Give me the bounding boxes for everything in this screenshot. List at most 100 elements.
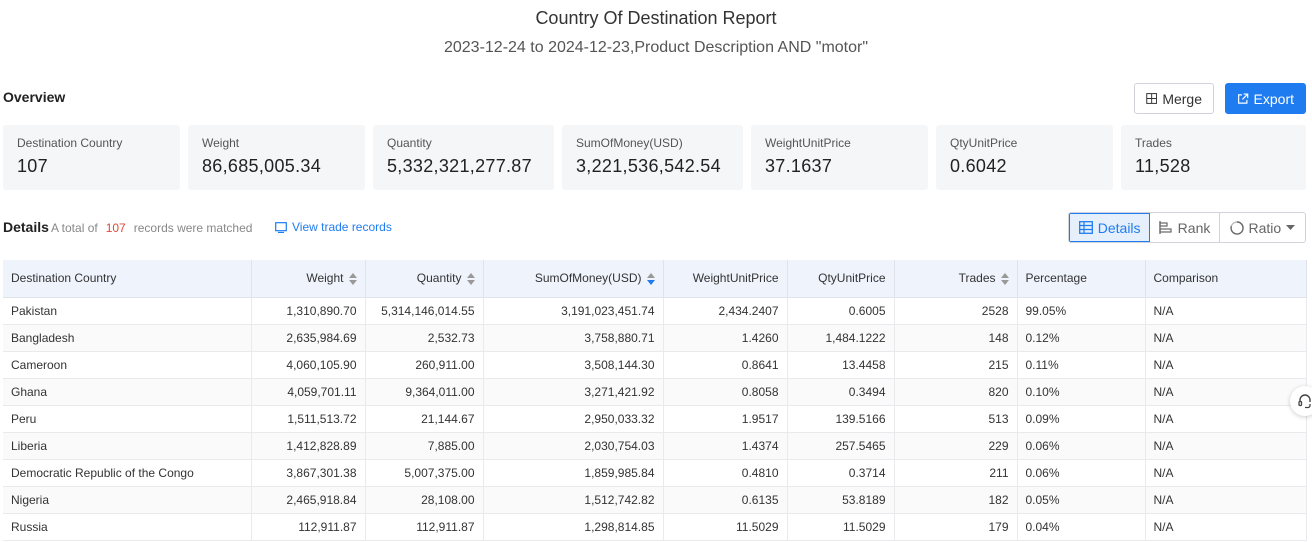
table-row[interactable]: Pakistan 1,310,890.70 5,314,146,014.55 3,19… [3, 297, 1307, 325]
table-icon [1078, 221, 1093, 234]
card-trades: Trades 11,528 [1121, 125, 1306, 190]
sort-icon[interactable] [348, 273, 357, 286]
cell-percentage: 0.06% [1017, 459, 1146, 487]
sort-icon[interactable] [1000, 273, 1009, 286]
card-quantity: Quantity 5,332,321,277.87 [373, 125, 554, 190]
tab-details[interactable]: Details [1069, 213, 1151, 242]
col-header-qty-unit-price: QtyUnitPrice [787, 260, 895, 298]
cell-qty-unit-price: 13.4458 [787, 351, 895, 379]
cell-comparison: N/A [1145, 324, 1307, 352]
col-header-weight[interactable]: Weight [251, 260, 366, 298]
cell-comparison: N/A [1145, 513, 1307, 541]
cell-money: 3,271,421.92 [483, 378, 664, 406]
export-button[interactable]: Export [1225, 83, 1306, 114]
cell-percentage: 0.12% [1017, 324, 1146, 352]
cell-trades: 182 [894, 486, 1018, 514]
cell-trades: 513 [894, 405, 1018, 433]
merge-icon [1146, 93, 1158, 104]
cell-comparison: N/A [1145, 297, 1307, 325]
report-title: Country Of Destination Report [535, 8, 777, 28]
table-row[interactable]: Russia 112,911.87 112,911.87 1,298,814.85 11… [3, 513, 1307, 541]
cell-money: 3,508,144.30 [483, 351, 664, 379]
table-row[interactable]: Ghana 4,059,701.11 9,364,011.00 3,271,421.9… [3, 378, 1307, 406]
table-row[interactable]: Liberia 1,412,828.89 7,885.00 2,030,754.03 1… [3, 432, 1307, 460]
cell-money: 3,758,880.71 [483, 324, 664, 352]
cell-country: Peru [3, 405, 252, 433]
header-label: Percentage [1025, 271, 1087, 286]
col-header-trades[interactable]: Trades [894, 260, 1018, 298]
view-switcher: Details Rank Ratio [1068, 212, 1306, 243]
sort-desc-icon[interactable] [646, 273, 655, 286]
cell-quantity: 28,108.00 [365, 486, 484, 514]
header-label: SumOfMoney(USD) [534, 271, 642, 286]
header-label: Trades [958, 271, 996, 286]
cell-qty-unit-price: 53.8189 [787, 486, 895, 514]
cell-weight: 1,412,828.89 [251, 432, 366, 460]
col-header-percentage: Percentage [1017, 260, 1146, 298]
col-header-money[interactable]: SumOfMoney(USD) [483, 260, 664, 298]
view-trade-records-link[interactable]: View trade records [275, 220, 392, 234]
card-label: Destination Country [17, 136, 123, 150]
tab-rank[interactable]: Rank [1150, 213, 1220, 242]
records-icon [275, 221, 287, 233]
card-value: 0.6042 [950, 156, 1007, 176]
cell-qty-unit-price: 257.5465 [787, 432, 895, 460]
cell-country: Nigeria [3, 486, 252, 514]
destination-table: Destination Country Weight Quantity SumO… [3, 260, 1307, 541]
card-sum-of-money: SumOfMoney(USD) 3,221,536,542.54 [562, 125, 743, 190]
records-summary: A total of 107 records were matched [51, 221, 252, 235]
overview-cards: Destination Country 107 Weight 86,685,00… [3, 125, 1306, 190]
card-qty-unit-price: QtyUnitPrice 0.6042 [936, 125, 1113, 190]
table-row[interactable]: Cameroon 4,060,105.90 260,911.00 3,508,144.… [3, 351, 1307, 379]
cell-quantity: 21,144.67 [365, 405, 484, 433]
export-label: Export [1253, 90, 1294, 107]
report-subtitle: 2023-12-24 to 2024-12-23,Product Descrip… [443, 39, 869, 56]
view-link-label: View trade records [292, 220, 392, 234]
cell-qty-unit-price: 0.3494 [787, 378, 895, 406]
cell-country: Democratic Republic of the Congo [3, 459, 252, 487]
tab-details-label: Details [1097, 219, 1141, 236]
cell-trades: 820 [894, 378, 1018, 406]
cell-quantity: 2,532.73 [365, 324, 484, 352]
cell-weight: 3,867,301.38 [251, 459, 366, 487]
cell-comparison: N/A [1145, 405, 1307, 433]
table-row[interactable]: Democratic Republic of the Congo 3,867,30… [3, 459, 1307, 487]
table-header-row: Destination Country Weight Quantity SumO… [3, 260, 1307, 298]
cell-trades: 215 [894, 351, 1018, 379]
cell-percentage: 0.05% [1017, 486, 1146, 514]
sort-icon[interactable] [466, 273, 475, 286]
card-label: SumOfMoney(USD) [576, 136, 683, 150]
table-row[interactable]: Peru 1,511,513.72 21,144.67 2,950,033.32 1.9… [3, 405, 1307, 433]
table-row[interactable]: Nigeria 2,465,918.84 28,108.00 1,512,742.82… [3, 486, 1307, 514]
cell-trades: 179 [894, 513, 1018, 541]
cell-weight-unit-price: 11.5029 [663, 513, 788, 541]
cell-money: 1,859,985.84 [483, 459, 664, 487]
export-icon [1238, 92, 1249, 104]
col-header-quantity[interactable]: Quantity [365, 260, 484, 298]
header-label: WeightUnitPrice [692, 271, 779, 286]
card-label: QtyUnitPrice [950, 136, 1018, 150]
cell-weight: 2,465,918.84 [251, 486, 366, 514]
cell-country: Cameroon [3, 351, 252, 379]
card-label: WeightUnitPrice [765, 136, 851, 150]
col-header-comparison: Comparison [1145, 260, 1307, 298]
card-label: Weight [202, 136, 240, 150]
card-value: 11,528 [1135, 156, 1191, 176]
cell-quantity: 7,885.00 [365, 432, 484, 460]
cell-qty-unit-price: 11.5029 [787, 513, 895, 541]
header-label: Weight [306, 271, 344, 286]
cell-percentage: 99.05% [1017, 297, 1146, 325]
cell-country: Russia [3, 513, 252, 541]
records-count: 107 [105, 221, 126, 235]
tab-ratio-label: Ratio [1248, 219, 1282, 236]
cell-quantity: 260,911.00 [365, 351, 484, 379]
cell-percentage: 0.09% [1017, 405, 1146, 433]
customer-service-button[interactable] [1290, 386, 1312, 416]
summary-prefix: A total of [51, 221, 98, 235]
table-row[interactable]: Bangladesh 2,635,984.69 2,532.73 3,758,880.… [3, 324, 1307, 352]
cell-comparison: N/A [1145, 378, 1307, 406]
card-value: 3,221,536,542.54 [576, 156, 721, 176]
tab-ratio[interactable]: Ratio [1220, 213, 1305, 242]
card-destination-country: Destination Country 107 [3, 125, 180, 190]
merge-button[interactable]: Merge [1134, 83, 1214, 114]
